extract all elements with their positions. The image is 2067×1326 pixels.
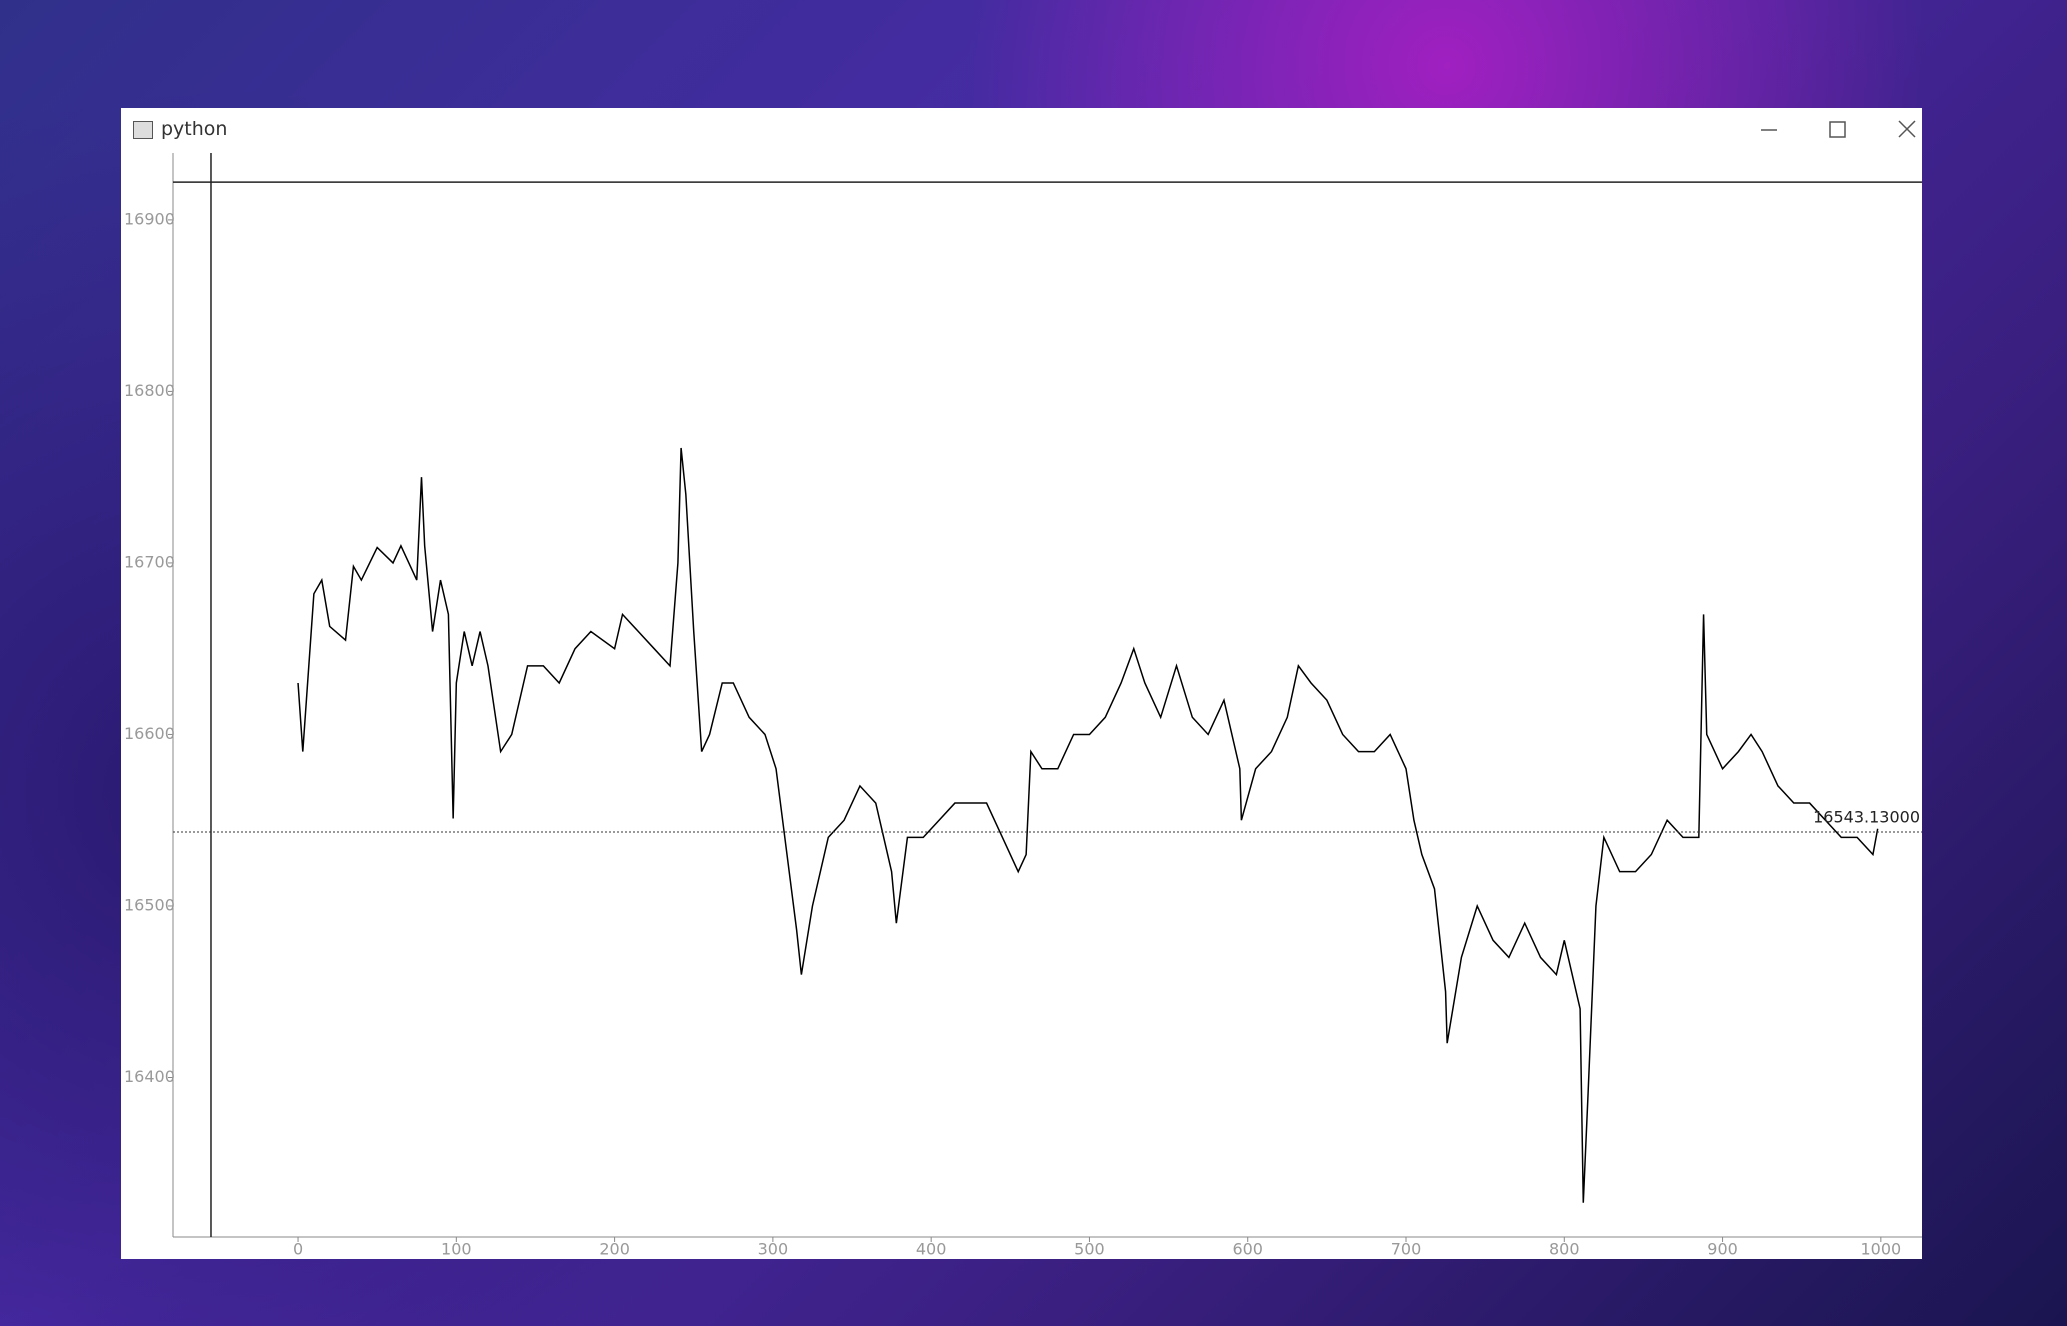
x-tick-label: 400 <box>916 1240 947 1259</box>
x-tick-label: 600 <box>1232 1240 1263 1259</box>
y-tick-label: 16500 <box>124 895 175 914</box>
window: python 16400 16500 16600 16700 16800 16900 0 10… <box>121 108 1922 1259</box>
chart: 16400 16500 16600 16700 16800 16900 0 100 200 300… <box>124 153 1922 1259</box>
x-tick-label: 100 <box>441 1240 472 1259</box>
app-icon <box>133 121 153 139</box>
x-tick-label: 0 <box>293 1240 303 1259</box>
x-tick-label: 700 <box>1391 1240 1422 1259</box>
close-button[interactable] <box>1887 116 1927 144</box>
x-tick-label: 500 <box>1074 1240 1105 1259</box>
y-tick-label: 16900 <box>124 209 175 228</box>
last-price-label: 16543.13000 <box>1813 807 1920 826</box>
x-tick-label: 200 <box>599 1240 630 1259</box>
x-tick-label: 900 <box>1707 1240 1738 1259</box>
price-line <box>297 447 1879 1203</box>
x-tick-label: 1000 <box>1860 1240 1901 1259</box>
x-tick-label: 800 <box>1549 1240 1580 1259</box>
minimize-button[interactable] <box>1749 116 1789 144</box>
x-tick-label: 300 <box>758 1240 789 1259</box>
maximize-button[interactable] <box>1817 116 1857 144</box>
title-bar: python <box>121 108 1922 153</box>
y-tick-label: 16600 <box>124 724 175 743</box>
y-tick-label: 16700 <box>124 552 175 571</box>
y-tick-label: 16400 <box>124 1067 175 1086</box>
y-tick-label: 16800 <box>124 381 175 400</box>
window-title: python <box>161 118 228 140</box>
